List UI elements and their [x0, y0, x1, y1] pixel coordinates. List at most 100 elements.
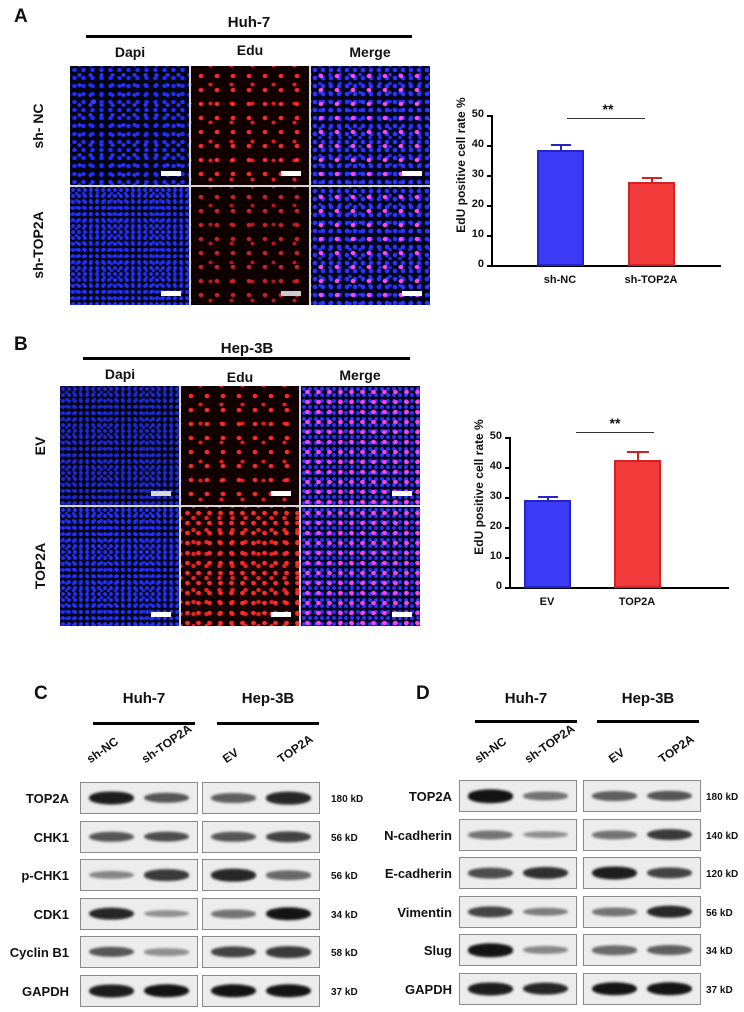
blot-membrane — [459, 934, 577, 966]
protein-band — [89, 831, 134, 842]
scale-bar — [281, 291, 302, 296]
protein-band — [523, 866, 568, 880]
protein-band — [592, 981, 637, 996]
tick — [487, 235, 492, 237]
micrograph-edu-top2a — [180, 507, 300, 626]
protein-band — [266, 906, 311, 921]
panel-b-cell-line: Hep-3B — [220, 340, 274, 357]
bar-sh-top2a — [628, 182, 675, 266]
panel-b-row-top2a: TOP2A — [32, 542, 48, 590]
tick — [487, 175, 492, 177]
molecular-weight-label: 37 kD — [706, 984, 733, 996]
blot-membrane — [459, 780, 577, 812]
scale-bar — [150, 612, 171, 617]
micrograph-dapi-shnc — [70, 66, 189, 185]
blot-membrane — [459, 895, 577, 928]
scale-bar — [401, 291, 422, 296]
panel-a-col-edu: Edu — [236, 42, 264, 58]
blot-membrane — [459, 818, 577, 851]
protein-band — [592, 906, 637, 917]
error-bar — [547, 496, 549, 501]
tick-label: 0 — [495, 580, 502, 592]
tick-label: 20 — [471, 198, 484, 210]
protein-band — [523, 945, 568, 955]
protein-band — [144, 792, 189, 804]
tick-label: 20 — [489, 520, 502, 532]
group-rule — [597, 720, 699, 723]
protein-band — [211, 983, 256, 998]
micrograph-merge-ev — [301, 386, 420, 505]
lane-label: sh-TOP2A — [138, 721, 195, 766]
micrograph-dapi-ev — [60, 386, 179, 505]
error-bar — [637, 451, 639, 461]
protein-band — [468, 981, 513, 996]
tick — [505, 497, 510, 499]
bar-ev — [524, 500, 571, 588]
protein-band — [592, 791, 637, 801]
molecular-weight-label: 56 kD — [331, 832, 358, 844]
tick — [487, 265, 492, 267]
significance-marker: ** — [609, 415, 621, 431]
tick-label: 50 — [471, 108, 484, 120]
chart-a-x-axis — [491, 265, 721, 267]
protein-band — [211, 908, 256, 919]
panel-c-group-hep3b: Hep-3B — [241, 690, 295, 707]
blot-membrane — [202, 897, 320, 930]
scale-bar — [150, 491, 171, 496]
chart-a: EdU positive cell rate % 0 10 20 30 40 5… — [440, 90, 740, 310]
panel-a-cell-line: Huh-7 — [227, 14, 271, 31]
blot-membrane — [80, 897, 198, 930]
error-bar — [560, 144, 562, 151]
tick-label: 40 — [489, 460, 502, 472]
micrograph-edu-ev — [180, 386, 300, 505]
protein-band — [266, 830, 311, 843]
group-rule — [217, 722, 319, 725]
tick — [505, 467, 510, 469]
protein-band — [592, 829, 637, 840]
blot-membrane — [202, 936, 320, 968]
panel-b-image-grid — [60, 386, 420, 626]
significance-line — [576, 432, 654, 433]
blot-membrane — [459, 857, 577, 889]
blot-membrane — [80, 782, 198, 814]
tick-label: 10 — [471, 228, 484, 240]
error-cap — [538, 496, 558, 498]
micrograph-merge-top2a — [301, 507, 420, 626]
group-rule — [93, 722, 195, 725]
x-category: sh-NC — [543, 274, 577, 286]
blot-membrane — [80, 859, 198, 891]
protein-band — [211, 946, 256, 958]
panel-a-row-shtop2a: sh-TOP2A — [30, 211, 46, 279]
x-category: sh-TOP2A — [624, 274, 678, 286]
protein-band — [144, 983, 189, 998]
protein-band — [211, 793, 256, 803]
tick — [505, 527, 510, 529]
molecular-weight-label: 180 kD — [706, 792, 739, 803]
tick — [487, 115, 492, 117]
blot-membrane — [583, 857, 701, 889]
tick — [487, 205, 492, 207]
protein-band — [468, 905, 513, 918]
panel-a-col-merge: Merge — [349, 44, 391, 60]
lane-label: EV — [219, 745, 242, 766]
panel-c-letter: C — [34, 683, 48, 704]
protein-band — [523, 982, 568, 995]
scale-bar — [391, 612, 412, 617]
panel-c-group-huh7: Huh-7 — [122, 690, 166, 707]
micrograph-merge-shnc — [311, 66, 430, 185]
protein-band — [89, 946, 134, 958]
scale-bar — [160, 291, 181, 296]
blot-protein-label: CDK1 — [33, 906, 69, 922]
blot-membrane — [202, 820, 320, 853]
protein-band — [211, 868, 256, 882]
blot-membrane — [583, 780, 701, 812]
blot-membrane — [80, 820, 198, 853]
blot-membrane — [202, 974, 320, 1007]
protein-band — [89, 983, 134, 998]
molecular-weight-label: 34 kD — [706, 946, 733, 957]
micrograph-edu-shnc — [190, 66, 310, 185]
tick-label: 10 — [489, 550, 502, 562]
protein-band — [89, 907, 134, 920]
tick-label: 30 — [489, 490, 502, 502]
bar-sh-nc — [537, 150, 584, 266]
